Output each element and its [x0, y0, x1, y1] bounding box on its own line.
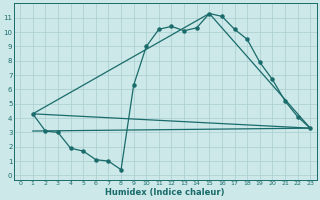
X-axis label: Humidex (Indice chaleur): Humidex (Indice chaleur) [106, 188, 225, 197]
